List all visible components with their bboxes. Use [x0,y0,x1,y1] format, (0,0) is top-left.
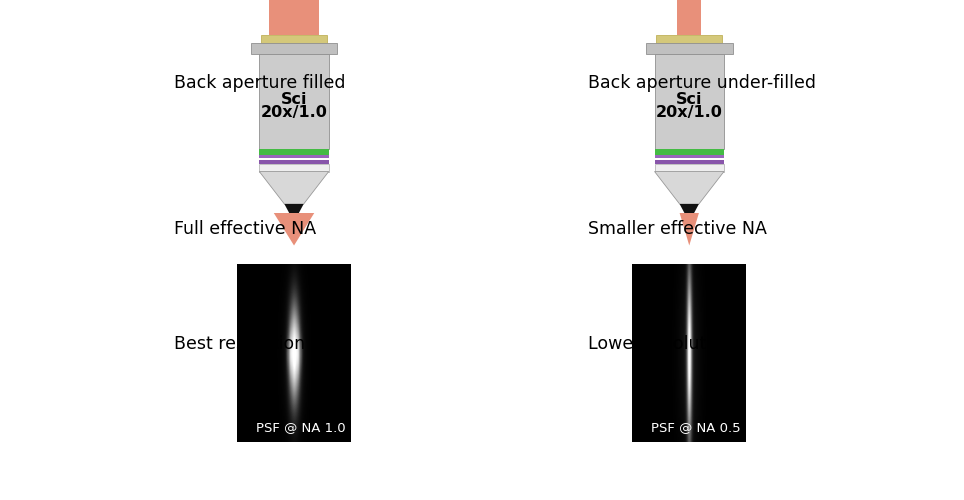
FancyBboxPatch shape [655,164,724,172]
FancyBboxPatch shape [259,154,329,158]
FancyBboxPatch shape [655,54,724,149]
FancyBboxPatch shape [655,149,724,154]
Text: 20x/1.0: 20x/1.0 [260,106,328,120]
Text: PSF @ NA 0.5: PSF @ NA 0.5 [652,422,740,434]
FancyBboxPatch shape [261,35,327,43]
Text: Sci: Sci [281,92,308,107]
FancyBboxPatch shape [655,154,724,158]
Polygon shape [274,213,314,246]
Text: Sci: Sci [676,92,703,107]
FancyBboxPatch shape [259,160,329,164]
FancyBboxPatch shape [646,43,733,54]
Text: Lower resolution: Lower resolution [588,336,733,353]
Polygon shape [680,204,699,213]
Polygon shape [655,172,724,204]
FancyBboxPatch shape [269,0,319,35]
Polygon shape [680,213,699,246]
Text: Back aperture under-filled: Back aperture under-filled [588,74,817,92]
Text: Best resolution: Best resolution [174,336,305,353]
FancyBboxPatch shape [251,43,337,54]
FancyBboxPatch shape [677,0,702,35]
Polygon shape [284,204,304,213]
Text: Smaller effective NA: Smaller effective NA [588,220,767,238]
FancyBboxPatch shape [655,160,724,164]
Polygon shape [259,172,329,204]
FancyBboxPatch shape [656,35,722,43]
Text: Full effective NA: Full effective NA [174,220,315,238]
FancyBboxPatch shape [259,164,329,172]
FancyBboxPatch shape [259,149,329,154]
FancyBboxPatch shape [259,54,329,149]
Text: PSF @ NA 1.0: PSF @ NA 1.0 [256,422,345,434]
Text: Back aperture filled: Back aperture filled [174,74,345,92]
Text: 20x/1.0: 20x/1.0 [656,106,723,120]
